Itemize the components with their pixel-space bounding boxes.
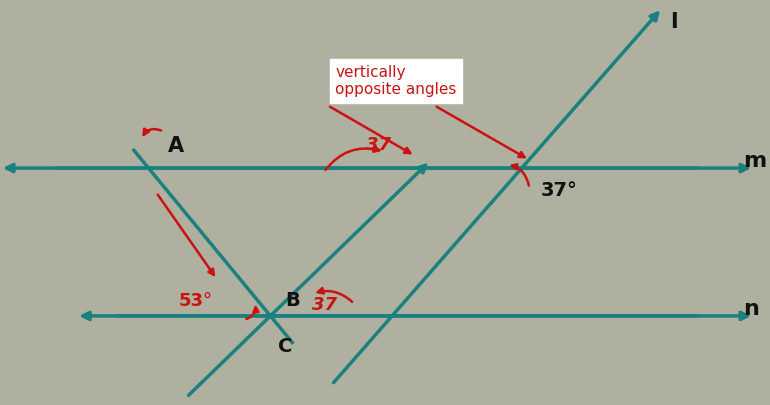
Text: C: C (278, 337, 293, 356)
Text: vertically
opposite angles: vertically opposite angles (335, 65, 457, 97)
Text: 37: 37 (366, 136, 390, 154)
Text: m: m (742, 151, 766, 171)
Text: 37°: 37° (541, 181, 578, 200)
Text: B: B (286, 291, 300, 310)
Text: 37: 37 (313, 296, 337, 314)
Text: 53°: 53° (179, 292, 213, 310)
Text: n: n (742, 298, 758, 319)
Text: A: A (168, 136, 184, 156)
Text: l: l (670, 12, 678, 32)
